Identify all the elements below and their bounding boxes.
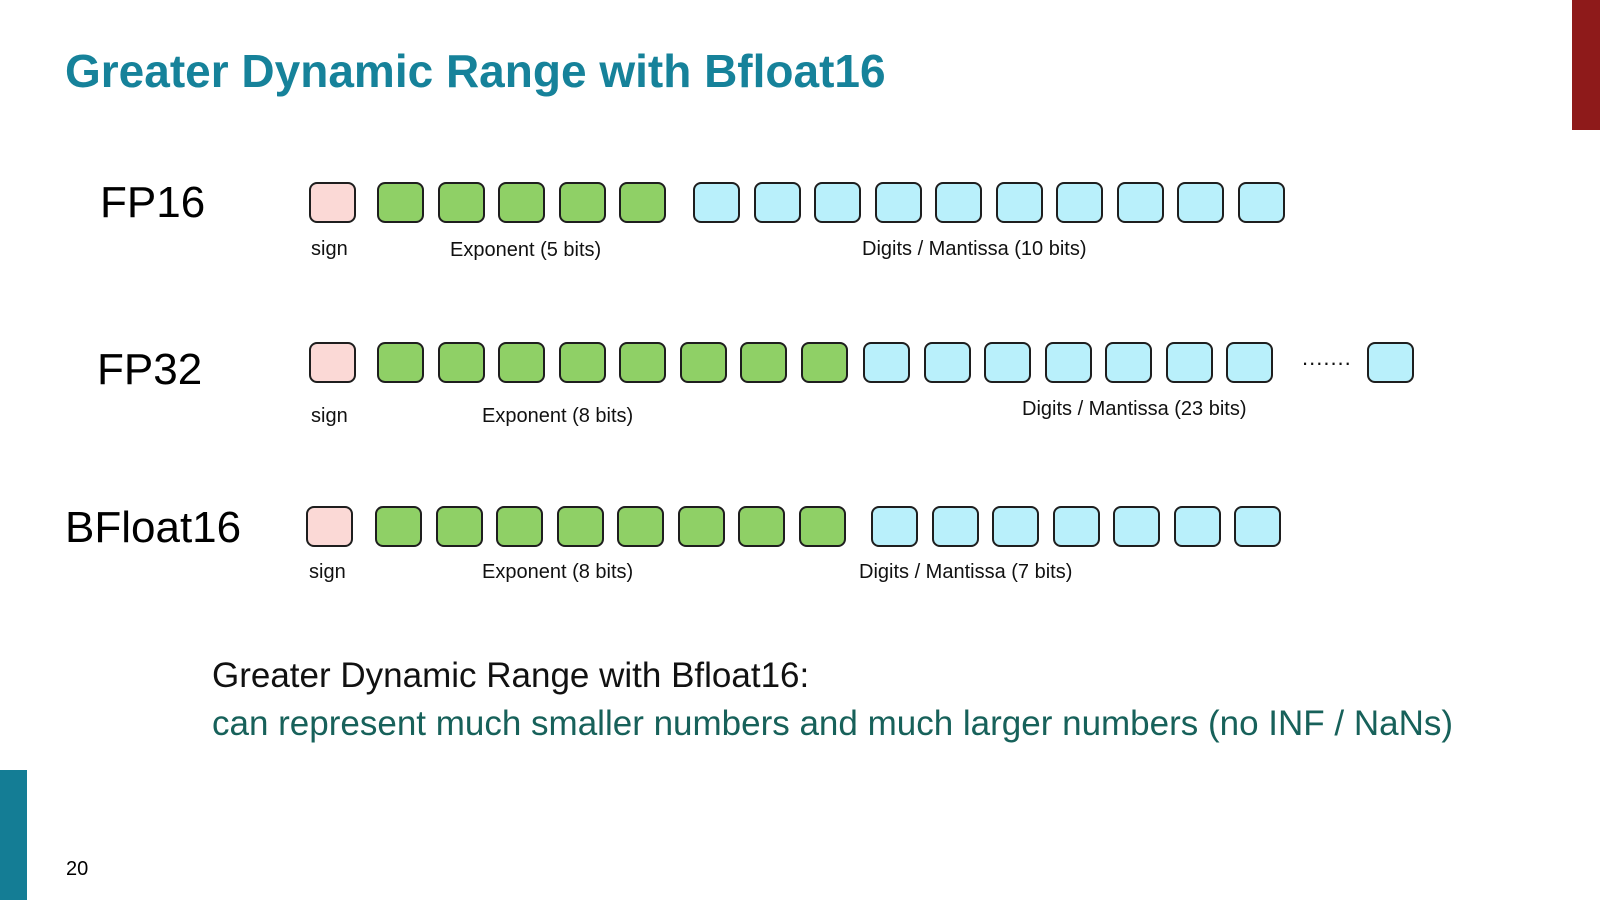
exponent-bit [498, 342, 545, 383]
mantissa-bit [1226, 342, 1273, 383]
slide-title: Greater Dynamic Range with Bfloat16 [65, 45, 886, 97]
mantissa-label: Digits / Mantissa (7 bits) [859, 561, 1073, 583]
mantissa-bit [1367, 342, 1414, 383]
exponent-bit [557, 506, 604, 547]
sign-label: sign [311, 238, 348, 260]
sign-bit [309, 182, 356, 223]
page-number: 20 [66, 858, 89, 880]
sign-label: sign [311, 405, 348, 427]
mantissa-bit [1045, 342, 1092, 383]
format-label: FP32 [97, 345, 203, 394]
exponent-bit [680, 342, 727, 383]
ellipsis: ....... [1302, 345, 1352, 370]
exponent-bit [617, 506, 664, 547]
exponent-bit [496, 506, 543, 547]
mantissa-bit [1177, 182, 1224, 223]
exponent-bit [738, 506, 785, 547]
exponent-bit [436, 506, 483, 547]
mantissa-bit [924, 342, 971, 383]
summary-text: Greater Dynamic Range with Bfloat16: can… [212, 652, 1453, 748]
mantissa-label: Digits / Mantissa (10 bits) [862, 238, 1087, 260]
mantissa-bit [1174, 506, 1221, 547]
side-accent-bar [0, 770, 27, 900]
mantissa-bit [935, 182, 982, 223]
exponent-bit [559, 182, 606, 223]
exponent-bit [498, 182, 545, 223]
exponent-bit [678, 506, 725, 547]
exponent-bit [740, 342, 787, 383]
exponent-bit [377, 342, 424, 383]
format-row-fp16: FP16 sign Exponent (5 bits) Digits / Man… [0, 170, 1600, 280]
mantissa-bit [1056, 182, 1103, 223]
mantissa-bit [992, 506, 1039, 547]
mantissa-label: Digits / Mantissa (23 bits) [1022, 398, 1247, 420]
mantissa-bit [932, 506, 979, 547]
exponent-bit [559, 342, 606, 383]
format-label: FP16 [100, 178, 206, 227]
exponent-label: Exponent (8 bits) [482, 405, 634, 427]
mantissa-bit [1238, 182, 1285, 223]
format-row-bfloat16: BFloat16 sign Exponent (8 bits) Digits /… [0, 492, 1600, 602]
mantissa-bit [814, 182, 861, 223]
exponent-bit [799, 506, 846, 547]
mantissa-bit [984, 342, 1031, 383]
format-label: BFloat16 [65, 503, 242, 552]
format-row-fp32: FP32 ....... sign Exponent (8 bits) Digi… [0, 337, 1600, 447]
mantissa-bit [1166, 342, 1213, 383]
sign-label: sign [309, 561, 346, 583]
exponent-label: Exponent (8 bits) [482, 561, 634, 583]
exponent-bit [375, 506, 422, 547]
exponent-bit [801, 342, 848, 383]
sign-bit [309, 342, 356, 383]
mantissa-bit [1234, 506, 1281, 547]
summary-detail: can represent much smaller numbers and m… [212, 704, 1454, 743]
mantissa-bit [754, 182, 801, 223]
exponent-bit [438, 182, 485, 223]
exponent-bit [619, 342, 666, 383]
mantissa-bit [693, 182, 740, 223]
exponent-bit [619, 182, 666, 223]
exponent-label: Exponent (5 bits) [450, 239, 602, 261]
summary-heading: Greater Dynamic Range with Bfloat16: [212, 656, 810, 695]
mantissa-bit [1053, 506, 1100, 547]
mantissa-bit [1105, 342, 1152, 383]
mantissa-bit [871, 506, 918, 547]
mantissa-bit [1117, 182, 1164, 223]
exponent-bit [438, 342, 485, 383]
sign-bit [306, 506, 353, 547]
mantissa-bit [875, 182, 922, 223]
exponent-bit [377, 182, 424, 223]
mantissa-bit [1113, 506, 1160, 547]
mantissa-bit [863, 342, 910, 383]
mantissa-bit [996, 182, 1043, 223]
corner-accent-bar [1572, 0, 1600, 130]
